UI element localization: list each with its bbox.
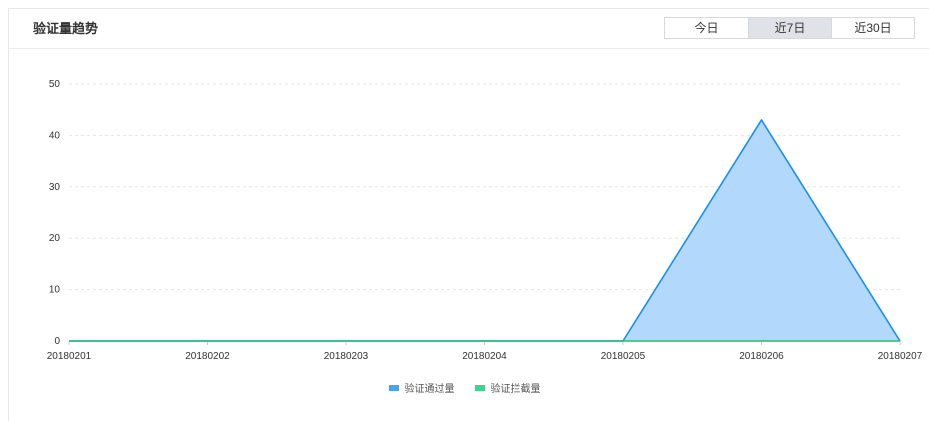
x-tick-label: 20180201 xyxy=(47,351,92,362)
series-pass-area xyxy=(69,119,900,341)
y-tick-label: 40 xyxy=(49,130,61,141)
legend-item-pass[interactable]: 验证通过量 xyxy=(388,380,455,395)
tab-last-30-days[interactable]: 近30日 xyxy=(831,18,914,38)
legend-label-pass: 验证通过量 xyxy=(404,384,455,395)
x-tick-label: 20180205 xyxy=(601,351,646,362)
tab-today[interactable]: 今日 xyxy=(665,18,748,38)
y-tick-label: 10 xyxy=(49,285,61,296)
legend-swatch-pass xyxy=(388,384,399,391)
x-tick-label: 20180203 xyxy=(324,351,369,362)
x-tick-label: 20180206 xyxy=(739,351,784,362)
x-tick-label: 20180202 xyxy=(185,351,230,362)
y-tick-label: 20 xyxy=(49,233,61,244)
x-tick-label: 20180207 xyxy=(878,351,923,362)
legend-item-intercept[interactable]: 验证拦截量 xyxy=(474,380,541,395)
card-title: 验证量趋势 xyxy=(33,21,99,36)
y-tick-label: 30 xyxy=(49,182,61,193)
y-tick-label: 50 xyxy=(49,79,61,90)
chart-legend: 验证通过量 验证拦截量 xyxy=(0,380,929,395)
legend-swatch-intercept xyxy=(474,384,485,391)
legend-label-intercept: 验证拦截量 xyxy=(490,384,541,395)
date-range-tabs: 今日 近7日 近30日 xyxy=(664,17,915,39)
card-header: 验证量趋势 今日 近7日 近30日 xyxy=(9,9,929,49)
y-tick-label: 0 xyxy=(54,336,60,347)
tab-last-7-days[interactable]: 近7日 xyxy=(748,18,831,38)
x-tick-label: 20180204 xyxy=(462,351,507,362)
